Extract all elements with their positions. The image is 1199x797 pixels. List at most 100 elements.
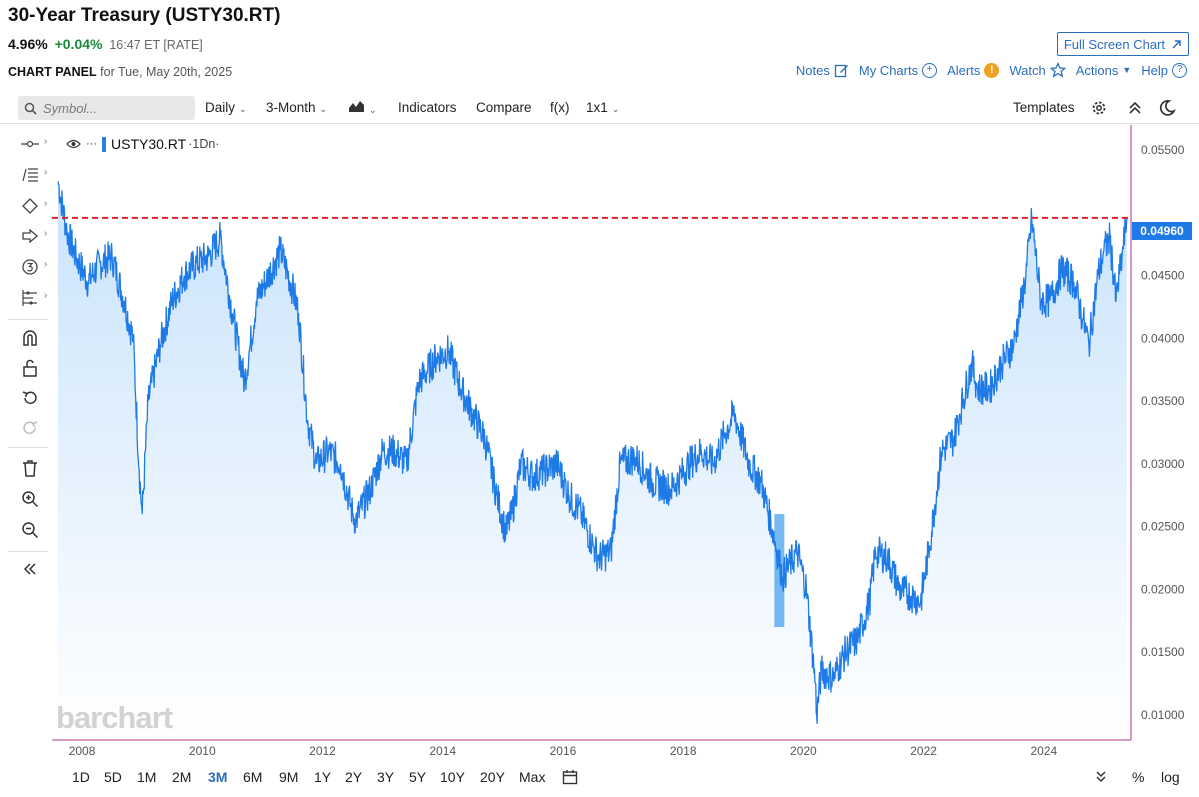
counter-tool[interactable]: › [18,256,47,278]
y-tick-label: 0.04500 [1141,269,1185,283]
interval-dropdown[interactable]: Daily ⌄ [205,100,247,115]
symbol-input[interactable] [43,100,183,116]
range-button-1y[interactable]: 1Y [314,769,332,785]
collapse-up-icon[interactable] [1127,100,1143,121]
range-button-20y[interactable]: 20Y [480,769,505,785]
log-scale-toggle[interactable]: log [1161,769,1180,785]
tools-divider [8,551,48,552]
tools-divider [8,447,48,448]
symbol-search[interactable] [18,96,195,120]
unlock-icon [23,359,37,377]
notes-link[interactable]: Notes [796,63,849,78]
full-screen-chart-button[interactable]: Full Screen Chart [1056,32,1189,56]
range-button-6m[interactable]: 6M [243,769,263,785]
dark-mode-moon-icon[interactable] [1158,99,1176,122]
range-button-5d[interactable]: 5D [104,769,122,785]
x-tick-label: 2020 [790,744,817,758]
my-charts-label: My Charts [858,62,919,78]
chart-panel-date-text: for Tue, May 20th, 2025 [100,65,233,79]
notes-label: Notes [795,62,830,78]
arrow-tool[interactable]: › [18,225,47,247]
compare-button[interactable]: Compare [476,100,532,115]
fx-button[interactable]: f(x) [550,100,570,115]
chevron-down-icon: ⌄ [239,104,247,114]
mountain-chart-icon [349,101,364,112]
range-button-2m[interactable]: 2M [172,769,192,785]
undo-button[interactable] [18,387,42,409]
shape-tool[interactable]: › [18,195,47,217]
undo-icon [22,391,37,404]
series-line [57,181,1128,724]
delete-button[interactable] [18,457,42,479]
plus-circle-icon: + [922,62,938,78]
zoom-in-button[interactable] [18,488,42,510]
alerts-link[interactable]: Alerts ! [947,62,1000,78]
submenu-arrow-icon: › [44,290,48,301]
watch-link[interactable]: Watch [1009,62,1066,78]
collapse-tools-button[interactable] [18,558,42,580]
range-button-5y[interactable]: 5Y [409,769,427,785]
edit-icon [834,64,848,77]
x-tick-label: 2022 [910,744,937,758]
range-button-2y[interactable]: 2Y [345,769,363,785]
range-button-3y[interactable]: 3Y [377,769,395,785]
chart-toolbar: Daily⌄ 3-Month⌄ ⌄ Indicators Compare f(x… [0,92,1199,124]
redo-button[interactable] [18,417,42,439]
zoom-out-button[interactable] [18,519,42,541]
watch-label: Watch [1009,62,1046,78]
settings-gear-icon[interactable] [1090,99,1108,122]
more-options-icon: ··· [86,138,97,150]
indicators-button[interactable]: Indicators [398,100,457,115]
templates-button[interactable]: Templates [1013,100,1075,115]
range-selector: 1D 5D 1M 2M 3M 6M 9M 1Y 2Y 3Y 5Y 10Y 20Y Max % log [0,763,1199,793]
y-tick-label: 0.04000 [1141,331,1185,345]
help-link[interactable]: Help ? [1141,62,1187,78]
line-tool[interactable]: › [18,133,47,155]
zoom-out-icon [22,522,39,539]
chevron-down-icon: ⌄ [369,105,377,115]
calendar-icon[interactable] [562,769,578,790]
quote-meta: 16:47 ET [RATE] [109,38,203,52]
barchart-watermark: barchart [56,700,173,735]
number-three-icon [22,259,38,275]
chart-type-dropdown[interactable]: ⌄ [348,99,377,116]
range-button-3m[interactable]: 3M [208,769,228,785]
range-button-1d[interactable]: 1D [72,769,90,785]
my-charts-link[interactable]: My Charts + [858,62,938,78]
lock-tool[interactable] [18,357,42,379]
percent-scale-toggle[interactable]: % [1132,769,1145,785]
y-tick-label: 0.03500 [1141,394,1185,408]
submenu-arrow-icon: › [44,228,48,239]
search-icon [24,102,37,115]
alert-icon: ! [984,62,1000,78]
expand-down-icon[interactable] [1094,770,1108,789]
alerts-label: Alerts [947,62,981,78]
drawing-tools: › › › › › › [0,125,52,740]
fib-tool[interactable]: › [18,164,47,186]
zoom-in-icon [22,491,39,508]
quote-line: 4.96% +0.04% 16:47 ET [RATE] [8,36,203,52]
range-button-max[interactable]: Max [519,769,546,785]
layout-dropdown[interactable]: 1x1 ⌄ [586,100,619,115]
actions-menu[interactable]: Actions ▼ [1076,63,1132,78]
x-tick-label: 2012 [309,744,336,758]
measure-icon [22,290,37,306]
period-dropdown[interactable]: 3-Month ⌄ [266,100,327,115]
range-button-9m[interactable]: 9M [279,769,299,785]
double-chevron-left-icon [23,563,36,575]
range-button-1m[interactable]: 1M [137,769,157,785]
series-legend[interactable]: ··· USTY30.RT ·1Dn· [66,136,219,152]
chevron-down-icon: ⌄ [611,104,620,114]
arrow-right-icon [22,228,38,244]
chevron-down-icon: ⌄ [319,104,328,114]
series-suffix: ·1Dn· [188,137,220,151]
period-label: 3-Month [266,100,316,115]
trash-icon [23,460,37,477]
y-tick-label: 0.02500 [1141,520,1185,534]
measure-tool[interactable]: › [18,287,47,309]
magnet-tool[interactable] [18,327,42,349]
series-area [58,181,1127,739]
range-button-10y[interactable]: 10Y [440,769,465,785]
y-tick-label: 0.01500 [1141,645,1185,659]
